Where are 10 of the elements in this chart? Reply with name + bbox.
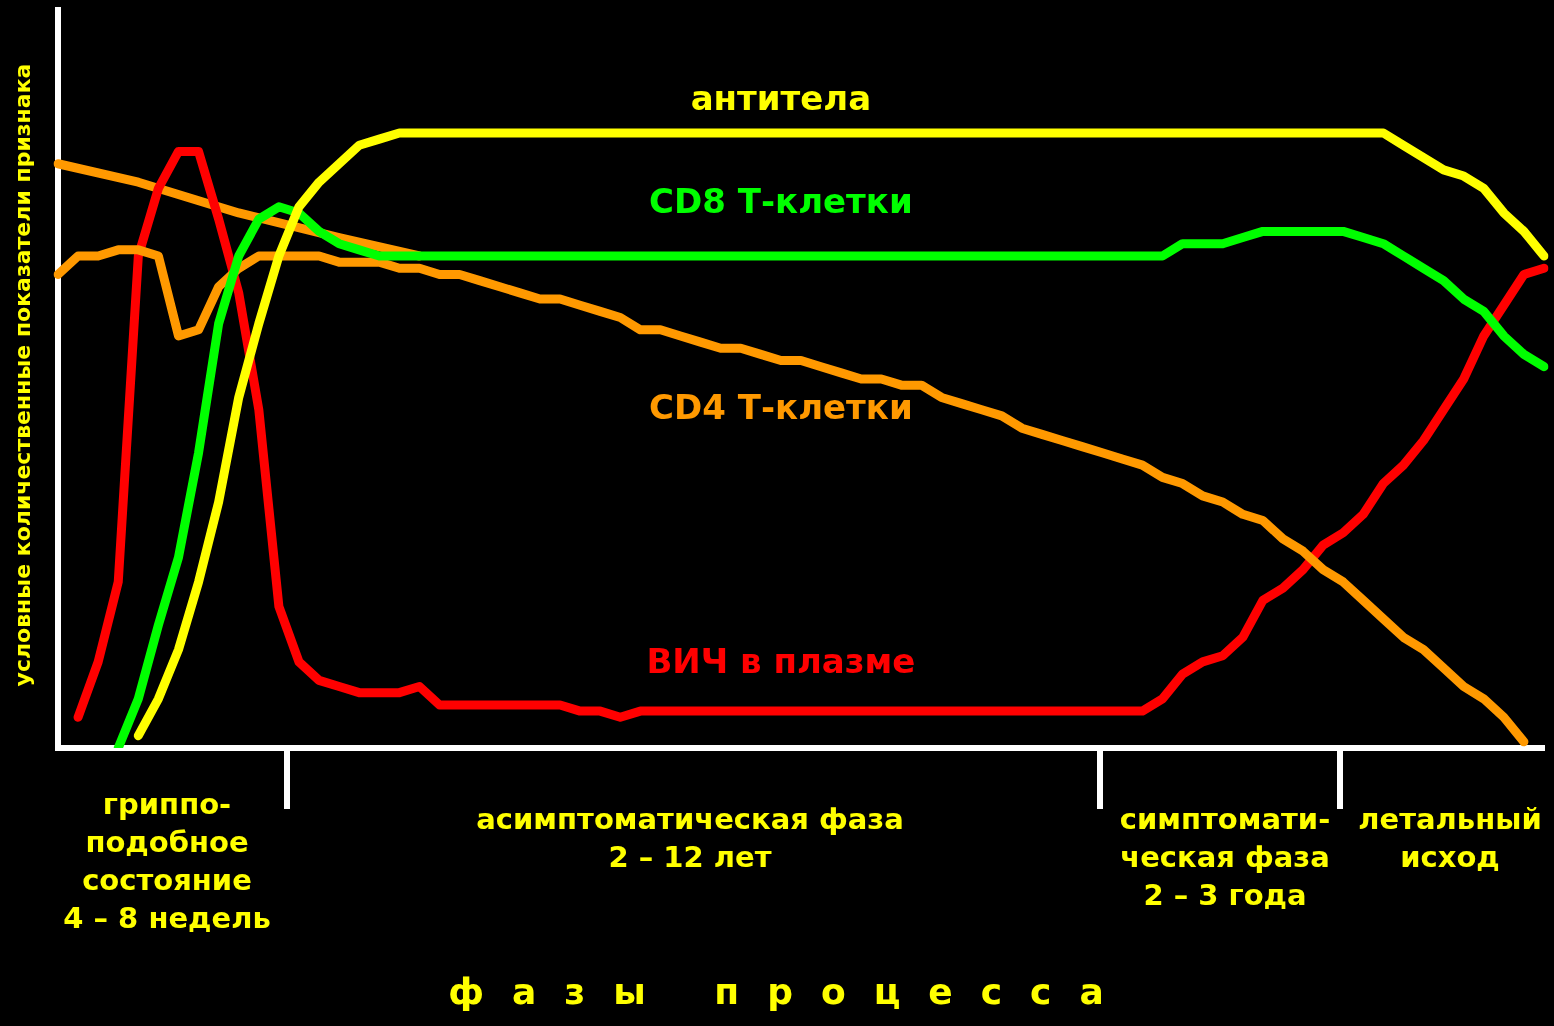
text: летальный исход (1358, 801, 1542, 876)
series-label: CD8 Т-клетки (649, 180, 913, 221)
text: фазы процесса (448, 970, 1132, 1014)
text: гриппо- подобное состояние 4 – 8 недель (63, 786, 271, 937)
text: асимптоматическая фаза 2 – 12 лет (476, 801, 904, 876)
series-label: CD4 Т-клетки (649, 387, 913, 428)
text: симптомати- ческая фаза 2 – 3 года (1119, 801, 1331, 914)
series-label: ВИЧ в плазме (646, 640, 916, 681)
y-axis-title: условные количественные показатели признака (9, 63, 35, 687)
series-label: антитела (690, 77, 872, 118)
